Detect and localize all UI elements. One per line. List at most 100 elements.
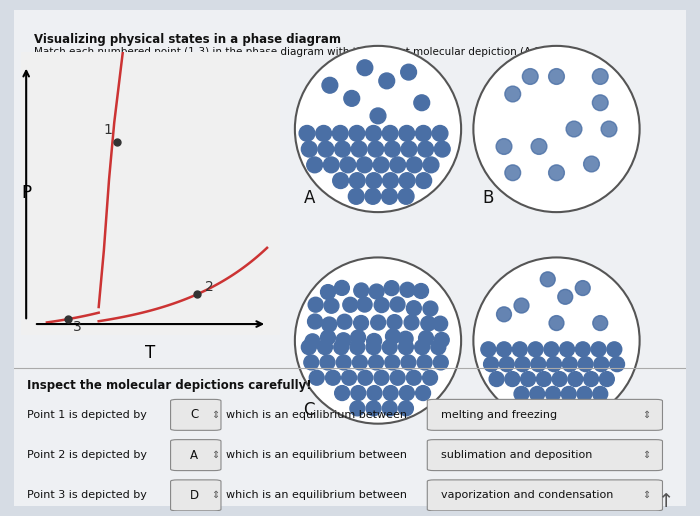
Circle shape: [351, 330, 365, 345]
Circle shape: [349, 188, 364, 204]
Circle shape: [566, 121, 582, 137]
Circle shape: [414, 340, 430, 354]
Circle shape: [423, 301, 438, 316]
Circle shape: [379, 73, 395, 89]
Circle shape: [321, 285, 335, 299]
FancyBboxPatch shape: [171, 399, 221, 430]
Text: B: B: [482, 189, 493, 207]
Circle shape: [365, 188, 381, 204]
Text: ⇕: ⇕: [211, 490, 219, 501]
Circle shape: [489, 372, 504, 386]
Circle shape: [350, 340, 365, 354]
Text: C: C: [304, 401, 315, 419]
Circle shape: [400, 385, 414, 400]
Circle shape: [382, 188, 398, 204]
Circle shape: [610, 357, 624, 372]
Circle shape: [337, 314, 352, 329]
Circle shape: [309, 370, 324, 385]
Circle shape: [374, 370, 389, 385]
Circle shape: [299, 125, 315, 141]
Circle shape: [400, 64, 416, 80]
Circle shape: [322, 317, 337, 332]
Circle shape: [321, 330, 335, 345]
Circle shape: [369, 355, 384, 370]
Circle shape: [399, 125, 414, 141]
Text: vaporization and condensation: vaporization and condensation: [441, 490, 613, 501]
Circle shape: [318, 141, 334, 157]
Circle shape: [366, 173, 382, 188]
Circle shape: [496, 139, 512, 154]
Circle shape: [400, 282, 415, 297]
Text: T: T: [146, 344, 155, 362]
Circle shape: [336, 333, 351, 348]
Text: Visualizing physical states in a phase diagram: Visualizing physical states in a phase d…: [34, 33, 341, 45]
Circle shape: [423, 370, 438, 385]
Circle shape: [390, 157, 405, 173]
Circle shape: [349, 125, 365, 141]
Circle shape: [514, 298, 529, 313]
Circle shape: [584, 372, 598, 386]
Circle shape: [528, 342, 543, 357]
Text: D: D: [190, 489, 199, 502]
Circle shape: [434, 332, 449, 347]
Text: Inspect the molecular depictions carefully!: Inspect the molecular depictions careful…: [27, 379, 312, 392]
Circle shape: [601, 121, 617, 137]
Circle shape: [344, 90, 360, 106]
Circle shape: [607, 342, 622, 357]
Circle shape: [370, 108, 386, 124]
Circle shape: [512, 342, 527, 357]
FancyBboxPatch shape: [171, 440, 221, 471]
Text: ⇕: ⇕: [211, 410, 219, 420]
FancyBboxPatch shape: [171, 480, 221, 511]
Circle shape: [324, 298, 339, 313]
Circle shape: [340, 157, 356, 173]
Circle shape: [559, 342, 575, 357]
Circle shape: [407, 301, 421, 316]
Circle shape: [371, 315, 386, 330]
Circle shape: [385, 355, 400, 370]
Circle shape: [576, 401, 592, 416]
Text: A: A: [304, 189, 315, 207]
Circle shape: [531, 357, 546, 372]
Circle shape: [505, 86, 521, 102]
Circle shape: [349, 173, 365, 188]
Circle shape: [433, 316, 447, 331]
Circle shape: [484, 357, 498, 372]
Circle shape: [322, 77, 337, 93]
Circle shape: [398, 188, 414, 204]
Circle shape: [591, 342, 606, 357]
Text: P: P: [21, 185, 32, 202]
Circle shape: [382, 340, 397, 354]
Circle shape: [342, 370, 356, 385]
Circle shape: [416, 173, 432, 188]
Circle shape: [545, 401, 560, 416]
Circle shape: [521, 372, 536, 386]
Circle shape: [529, 401, 544, 416]
Ellipse shape: [473, 46, 640, 212]
Circle shape: [332, 173, 349, 188]
Circle shape: [568, 372, 583, 386]
Circle shape: [326, 370, 340, 385]
Circle shape: [374, 298, 389, 313]
Circle shape: [351, 385, 366, 400]
Circle shape: [419, 331, 433, 346]
Circle shape: [366, 340, 381, 354]
Circle shape: [304, 355, 318, 370]
Circle shape: [593, 316, 608, 330]
Circle shape: [307, 157, 323, 173]
Circle shape: [358, 370, 372, 385]
Text: ⇕: ⇕: [642, 490, 650, 501]
Circle shape: [307, 314, 323, 329]
Text: ↑: ↑: [658, 492, 674, 511]
Circle shape: [433, 355, 448, 370]
Circle shape: [369, 284, 384, 299]
Circle shape: [382, 125, 398, 141]
Text: which is an equilibrium between: which is an equilibrium between: [225, 450, 407, 460]
Circle shape: [547, 357, 561, 372]
Circle shape: [398, 340, 414, 354]
Circle shape: [561, 401, 575, 416]
Circle shape: [592, 95, 608, 110]
Circle shape: [384, 281, 399, 296]
Text: ⇕: ⇕: [642, 450, 650, 460]
Circle shape: [354, 315, 368, 330]
